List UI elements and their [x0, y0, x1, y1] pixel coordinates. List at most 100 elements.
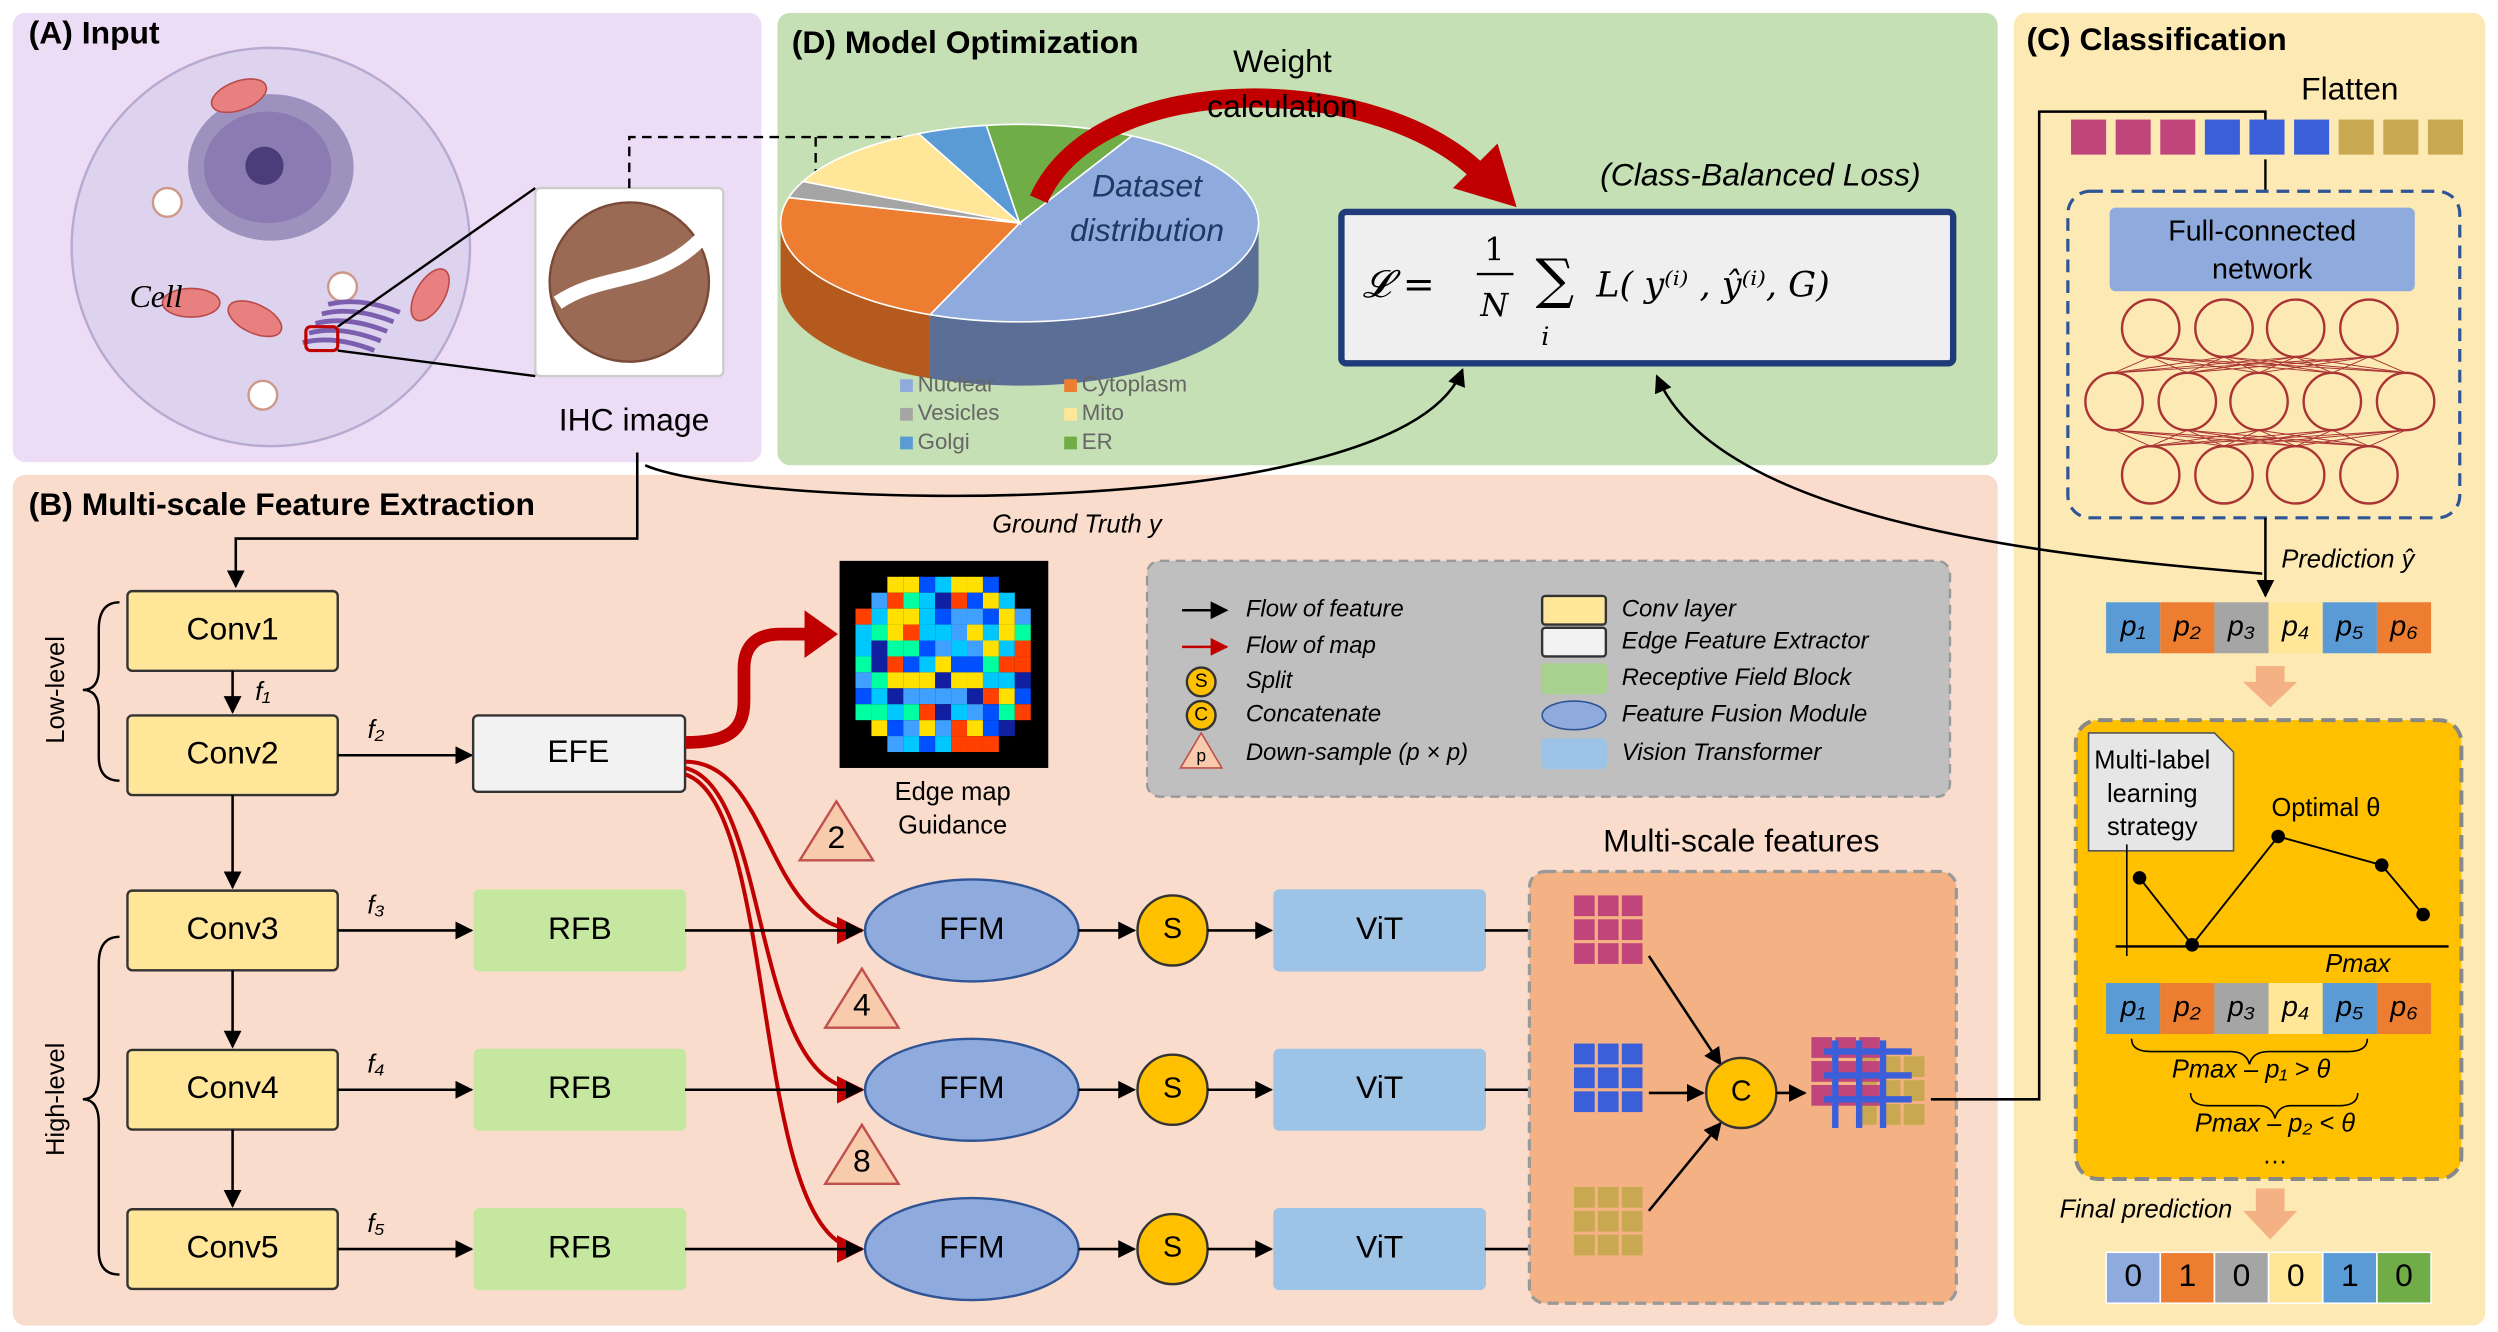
- threshold-point: [2185, 938, 2199, 952]
- probability-label: p₄: [2281, 610, 2309, 642]
- legend-downsample: [1179, 731, 1224, 769]
- probability-label: p₆: [2389, 610, 2418, 642]
- vit-label: ViT: [1356, 1069, 1403, 1105]
- pie-label: distribution: [1070, 212, 1224, 248]
- ffm-label: FFM: [939, 910, 1004, 946]
- formula-box: [1338, 208, 1957, 367]
- edge-map-cell: [903, 688, 920, 705]
- legend-swatch: [1540, 663, 1608, 695]
- multiscale-title: Multi-scale features: [1603, 822, 1879, 858]
- final-value: 1: [2341, 1257, 2359, 1293]
- legend-label: Split: [1246, 667, 1294, 694]
- strategy-label: strategy: [2107, 813, 2198, 841]
- brace: [2189, 1092, 2359, 1119]
- edge-map-cell: [855, 656, 872, 673]
- edge-map-cell: [935, 720, 952, 737]
- threshold-point: [2374, 858, 2389, 872]
- edge-map-cell: [903, 720, 920, 737]
- edge-map-cell: [935, 624, 952, 641]
- fc-edge: [2114, 429, 2296, 447]
- vesicle: [247, 379, 279, 411]
- fc-edge: [2113, 356, 2151, 374]
- feature-cell: [1621, 1091, 1643, 1113]
- prob-cell: [2106, 602, 2161, 654]
- feature-cell: [1573, 1067, 1595, 1089]
- edge-map-cell: [935, 736, 952, 753]
- fc-edge: [2368, 356, 2406, 374]
- edge-map-cell: [951, 720, 968, 737]
- legend-label: Vesicles: [918, 400, 1000, 425]
- feature-cell: [1811, 1061, 1833, 1082]
- loss-name: (Class-Balanced Loss): [1600, 156, 1920, 192]
- edge-map-cell: [855, 704, 872, 721]
- edge-map-cell: [1014, 688, 1031, 705]
- edge-map-cell: [998, 672, 1015, 689]
- edge-map-cell: [998, 720, 1015, 737]
- map-flow: [685, 759, 865, 945]
- feature-cell: [1573, 1091, 1595, 1113]
- optimal-label: Optimal θ: [2271, 794, 2380, 822]
- neuron: [2084, 371, 2144, 432]
- feature-cell: [1811, 1037, 1833, 1058]
- vit-label: ViT: [1356, 910, 1403, 946]
- feature-cell: [1573, 895, 1595, 917]
- pie-slice: [928, 135, 1260, 323]
- golgi: [308, 327, 382, 344]
- fc-box: [2066, 189, 2462, 520]
- edge-map-cell: [935, 640, 952, 657]
- final-cell: [2213, 1251, 2270, 1305]
- legend-swatch: [900, 379, 913, 392]
- neuron: [2265, 444, 2326, 505]
- edge-map-cell: [982, 672, 999, 689]
- formula-index: i: [1541, 322, 1549, 352]
- mitochondrion: [227, 300, 283, 338]
- conv-label: Conv2: [187, 735, 279, 771]
- feature-cell: [1573, 1186, 1595, 1208]
- edge-map-cell: [935, 576, 952, 593]
- edge-map-cell: [998, 688, 1015, 705]
- edge-map-cell: [919, 656, 936, 673]
- formula-numerator: 1: [1484, 230, 1504, 268]
- edge-map-cell: [951, 592, 968, 609]
- down-arrow: [2243, 1188, 2298, 1240]
- threshold-point: [2416, 907, 2430, 922]
- flatten-cell: [2249, 119, 2285, 155]
- probability-label: p₄: [2281, 991, 2309, 1023]
- fc-edge: [2187, 356, 2369, 374]
- final-cell: [2105, 1251, 2162, 1305]
- prob-cell: [2160, 602, 2215, 654]
- edge-map-cell: [871, 720, 888, 737]
- edge-map-cell: [982, 624, 999, 641]
- feature-cell: [1903, 1080, 1925, 1101]
- fc-edge: [2114, 356, 2296, 374]
- prob-cell: [2322, 602, 2377, 654]
- final-cell: [2267, 1251, 2324, 1305]
- downsample: [797, 799, 876, 862]
- rule-label: Pmax – p₁ > θ: [2172, 1055, 2331, 1083]
- feature-cell: [1621, 1186, 1643, 1208]
- nucleolus: [245, 146, 284, 185]
- prob-cell: [2376, 602, 2432, 654]
- legend-swatch: [1064, 436, 1077, 450]
- pie-side: [930, 223, 1259, 386]
- edge-map-cell: [919, 592, 936, 609]
- strategy-label: learning: [2107, 780, 2198, 808]
- edge-map-cell: [967, 624, 983, 641]
- edge-map-cell: [967, 656, 983, 673]
- probability-label: p₁: [2120, 610, 2146, 642]
- vesicle: [326, 271, 359, 303]
- weight-arrow: [1029, 88, 1492, 204]
- split-label: S: [1163, 1072, 1182, 1104]
- loss-arrow: [1654, 374, 2263, 575]
- flatten-cell: [2204, 119, 2240, 155]
- feature-cell: [1621, 1043, 1643, 1065]
- final-value: 0: [2287, 1257, 2305, 1293]
- edge-map-cell: [998, 592, 1015, 609]
- golgi: [321, 308, 395, 325]
- flatten-cell: [2294, 119, 2330, 155]
- pie-slice: [801, 132, 1023, 225]
- feature-cell: [1903, 1104, 1925, 1125]
- flatten-cell: [2383, 119, 2419, 155]
- edge-map-cell: [967, 576, 983, 593]
